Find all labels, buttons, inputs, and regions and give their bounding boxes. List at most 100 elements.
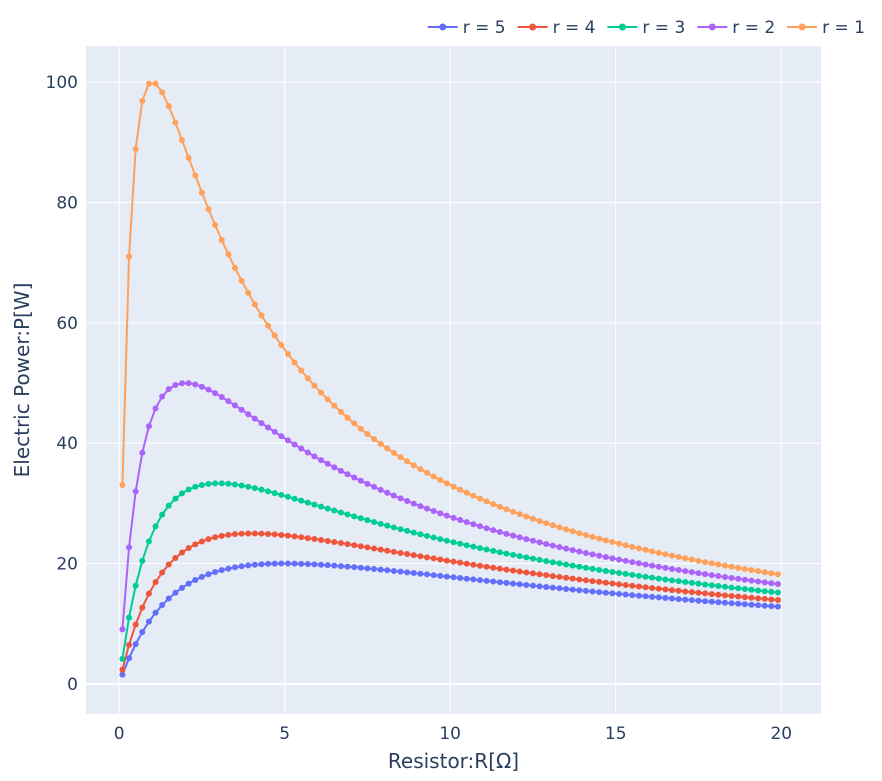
- data-point: [721, 599, 728, 606]
- data-point: [126, 641, 133, 648]
- data-point: [318, 389, 325, 396]
- legend-item[interactable]: r = 3: [607, 18, 685, 38]
- data-point: [238, 277, 245, 284]
- data-point: [516, 568, 523, 575]
- data-point: [430, 572, 437, 579]
- data-point: [609, 555, 616, 562]
- data-point: [231, 531, 238, 538]
- data-point: [377, 486, 384, 493]
- series-layer: [119, 80, 781, 678]
- data-point: [715, 599, 722, 606]
- data-point: [503, 550, 510, 557]
- data-point: [179, 584, 186, 591]
- data-point: [503, 566, 510, 573]
- data-point: [589, 533, 596, 540]
- data-point: [390, 567, 397, 574]
- data-point: [728, 563, 735, 570]
- data-point: [529, 515, 536, 522]
- data-point: [185, 154, 192, 161]
- data-point: [331, 507, 338, 514]
- data-point: [622, 582, 629, 589]
- data-point: [563, 585, 570, 592]
- data-point: [238, 406, 245, 413]
- data-point: [582, 564, 589, 571]
- data-point: [563, 561, 570, 568]
- data-point: [179, 137, 186, 144]
- data-point: [563, 526, 570, 533]
- data-point: [728, 584, 735, 591]
- data-point: [284, 437, 291, 444]
- data-point: [616, 581, 623, 588]
- data-point: [331, 402, 338, 409]
- data-point: [728, 592, 735, 599]
- data-point: [761, 595, 768, 602]
- data-point: [371, 436, 378, 443]
- data-point: [397, 526, 404, 533]
- data-point: [543, 558, 550, 565]
- data-point: [549, 522, 556, 529]
- data-point: [549, 584, 556, 591]
- data-point: [251, 485, 258, 492]
- data-point: [516, 534, 523, 541]
- data-point: [304, 499, 311, 506]
- legend-swatch-marker: [529, 23, 537, 31]
- data-point: [410, 462, 417, 469]
- data-point: [192, 483, 199, 490]
- data-point: [377, 546, 384, 553]
- data-point: [410, 570, 417, 577]
- data-point: [179, 549, 186, 556]
- data-point: [390, 524, 397, 531]
- data-point: [463, 560, 470, 567]
- y-tick-label: 0: [67, 675, 78, 695]
- data-point: [443, 557, 450, 564]
- data-point: [642, 561, 649, 568]
- data-point: [145, 80, 152, 87]
- data-point: [529, 555, 536, 562]
- legend-item[interactable]: r = 4: [517, 18, 596, 38]
- data-point: [337, 509, 344, 516]
- data-point: [457, 540, 464, 547]
- legend-item[interactable]: r = 2: [697, 18, 775, 38]
- x-tick-label: 20: [770, 724, 792, 744]
- data-point: [384, 445, 391, 452]
- data-point: [212, 534, 219, 541]
- data-point: [179, 490, 186, 497]
- data-point: [463, 542, 470, 549]
- data-point: [139, 557, 146, 564]
- data-point: [324, 562, 331, 569]
- data-point: [470, 492, 477, 499]
- data-point: [397, 549, 404, 556]
- data-point: [205, 571, 212, 578]
- data-point: [669, 552, 676, 559]
- legend-item[interactable]: r = 5: [427, 18, 506, 38]
- data-point: [503, 506, 510, 513]
- legend-item[interactable]: r = 1: [787, 18, 865, 38]
- data-point: [688, 556, 695, 563]
- data-point: [225, 251, 232, 258]
- data-point: [741, 601, 748, 608]
- series-r-5: [119, 560, 781, 678]
- data-point: [284, 532, 291, 539]
- data-point: [735, 575, 742, 582]
- data-point: [589, 565, 596, 572]
- data-point: [238, 563, 245, 570]
- data-point: [675, 587, 682, 594]
- data-point: [635, 592, 642, 599]
- x-axis-title: Resistor:R[Ω]: [388, 749, 519, 773]
- data-point: [774, 571, 781, 578]
- data-point: [755, 595, 762, 602]
- data-point: [708, 560, 715, 567]
- data-point: [622, 570, 629, 577]
- data-point: [629, 571, 636, 578]
- data-point: [430, 473, 437, 480]
- legend[interactable]: r = 5 r = 4 r = 3 r = 2 r = 1: [427, 18, 865, 38]
- data-point: [496, 549, 503, 556]
- data-point: [424, 469, 431, 476]
- data-point: [371, 519, 378, 526]
- data-point: [675, 567, 682, 574]
- data-point: [172, 381, 179, 388]
- data-point: [351, 420, 358, 427]
- data-point: [165, 502, 172, 509]
- data-point: [212, 221, 219, 228]
- data-point: [291, 533, 298, 540]
